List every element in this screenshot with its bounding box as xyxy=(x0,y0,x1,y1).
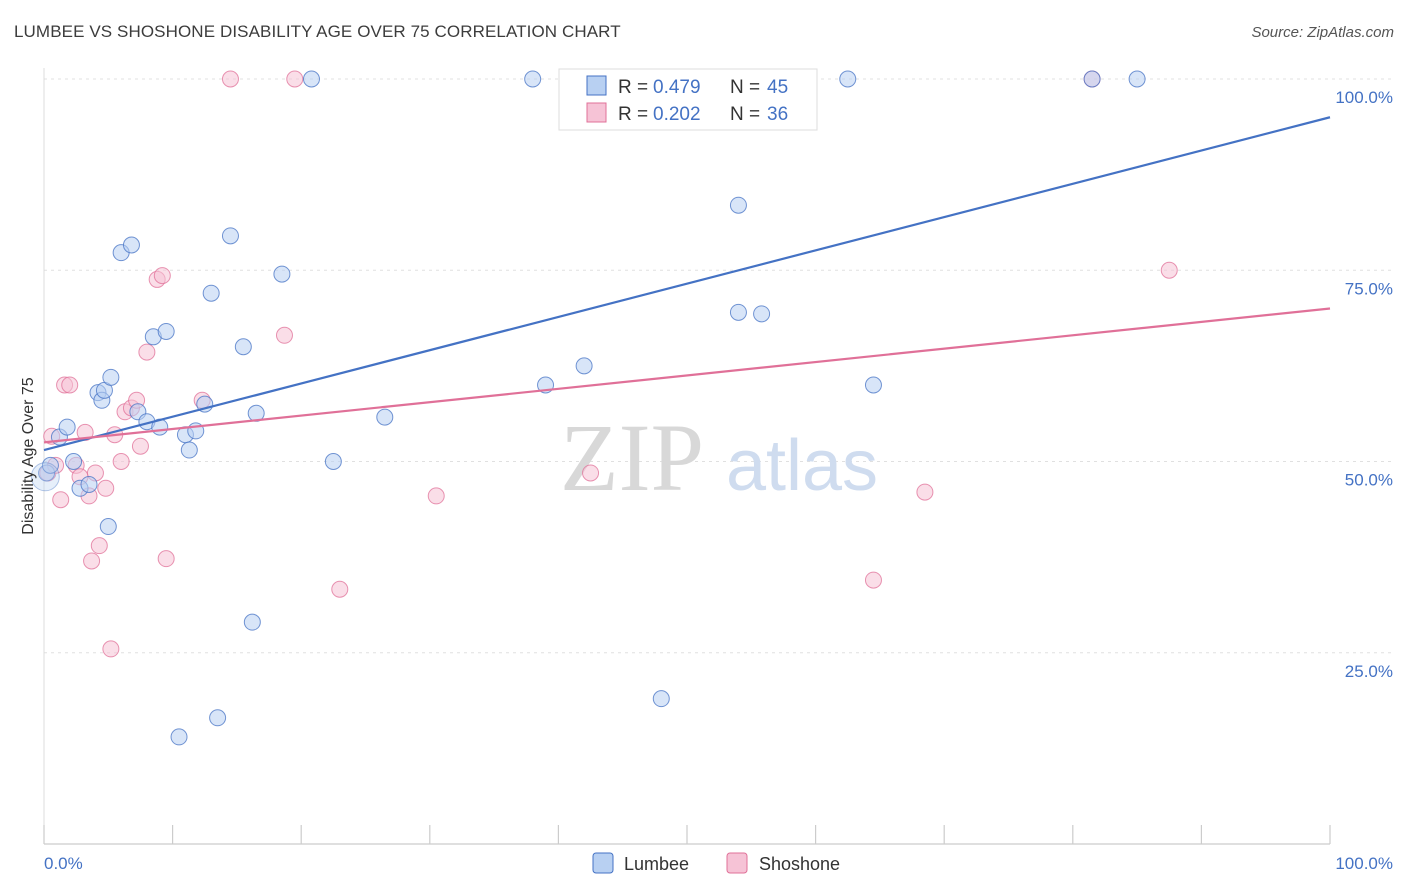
lumbee-point xyxy=(243,613,261,631)
y-tick-label-50: 50.0% xyxy=(1345,471,1393,490)
shoshone-point xyxy=(1160,261,1178,279)
legend-r-label-lumbee: R = xyxy=(618,77,653,98)
shoshone-point xyxy=(97,479,115,497)
trend-lines xyxy=(43,116,1331,452)
lumbee-point xyxy=(1083,70,1101,88)
lumbee-point xyxy=(99,518,117,536)
lumbee-point xyxy=(273,265,291,283)
correlation-legend: R = 0.479 N = 45 R = 0.202 N = 36 xyxy=(558,68,818,131)
legend-n-label-shoshone: N = xyxy=(730,104,765,125)
shoshone-point xyxy=(131,437,149,455)
bottom-legend-label-shoshone: Shoshone xyxy=(759,854,840,874)
lumbee-point xyxy=(122,236,140,254)
legend-swatch-lumbee xyxy=(586,75,607,96)
watermark-zip: ZIP xyxy=(560,404,704,511)
shoshone-point xyxy=(138,343,156,361)
shoshone-point xyxy=(83,552,101,570)
lumbee-point xyxy=(729,303,747,321)
chart-title: LUMBEE VS SHOSHONE DISABILITY AGE OVER 7… xyxy=(14,22,621,41)
lumbee-point xyxy=(729,196,747,214)
lumbee-point xyxy=(302,70,320,88)
lumbee-point xyxy=(170,728,188,746)
legend-r-value-lumbee: 0.479 xyxy=(653,77,701,98)
shoshone-point xyxy=(275,326,293,344)
lumbee-point xyxy=(1128,70,1146,88)
shoshone-point xyxy=(286,70,304,88)
lumbee-point xyxy=(102,368,120,386)
lumbee-point xyxy=(65,453,83,470)
shoshone-point xyxy=(916,483,934,501)
lumbee-point xyxy=(180,441,198,459)
shoshone-point xyxy=(90,537,108,555)
lumbee-point xyxy=(157,322,175,340)
shoshone-point xyxy=(331,580,349,598)
bottom-legend-swatch-lumbee xyxy=(592,852,614,874)
lumbee-point xyxy=(209,709,227,727)
bottom-legend-swatch-shoshone xyxy=(726,852,748,874)
legend-n-value-lumbee: 45 xyxy=(767,77,788,98)
shoshone-point xyxy=(427,487,445,505)
legend-n-value-shoshone: 36 xyxy=(767,104,788,125)
watermark: ZIP atlas xyxy=(560,404,878,511)
lumbee-trend-line xyxy=(43,116,1331,452)
legend-r-label-shoshone: R = xyxy=(618,104,653,125)
shoshone-point xyxy=(102,640,120,658)
chart-source: Source: ZipAtlas.com xyxy=(1251,24,1394,41)
grid-lines xyxy=(44,78,1393,654)
y-tick-label-75: 75.0% xyxy=(1345,279,1393,298)
shoshone-point xyxy=(864,571,882,589)
shoshone-trend-line xyxy=(43,307,1331,444)
lumbee-point xyxy=(652,690,670,708)
shoshone-points xyxy=(39,70,1178,658)
legend-n-label-lumbee: N = xyxy=(730,77,765,98)
lumbee-point xyxy=(524,70,542,88)
lumbee-point xyxy=(839,70,857,88)
lumbee-point xyxy=(864,376,882,394)
lumbee-point xyxy=(376,408,394,426)
lumbee-point xyxy=(41,456,59,474)
shoshone-point xyxy=(61,376,79,394)
shoshone-point xyxy=(221,70,239,88)
x-tick-marks xyxy=(43,825,1331,844)
y-axis-label: Disability Age Over 75 xyxy=(20,377,37,535)
lumbee-point xyxy=(221,227,239,245)
shoshone-point xyxy=(582,464,600,482)
lumbee-point-cluster xyxy=(30,462,60,492)
lumbee-point xyxy=(58,418,76,436)
shoshone-point xyxy=(52,491,70,509)
y-tick-label-100: 100.0% xyxy=(1335,88,1393,107)
y-tick-labels: 25.0% 50.0% 75.0% 100.0% xyxy=(1335,88,1393,681)
series-legend: Lumbee Shoshone xyxy=(592,852,840,874)
lumbee-point xyxy=(80,475,98,493)
shoshone-point xyxy=(153,267,171,285)
lumbee-point xyxy=(234,338,252,356)
y-tick-label-25: 25.0% xyxy=(1345,662,1393,681)
lumbee-point xyxy=(753,305,771,323)
legend-r-value-shoshone: 0.202 xyxy=(653,104,701,125)
lumbee-point xyxy=(575,357,593,375)
x-tick-label-min: 0.0% xyxy=(44,854,83,873)
shoshone-point xyxy=(157,550,175,568)
legend-swatch-shoshone xyxy=(586,102,607,123)
shoshone-point xyxy=(112,453,130,470)
lumbee-point xyxy=(202,284,220,302)
bottom-legend-label-lumbee: Lumbee xyxy=(624,854,689,874)
x-tick-label-max: 100.0% xyxy=(1335,854,1393,873)
watermark-atlas: atlas xyxy=(726,426,878,506)
lumbee-point xyxy=(324,453,342,470)
